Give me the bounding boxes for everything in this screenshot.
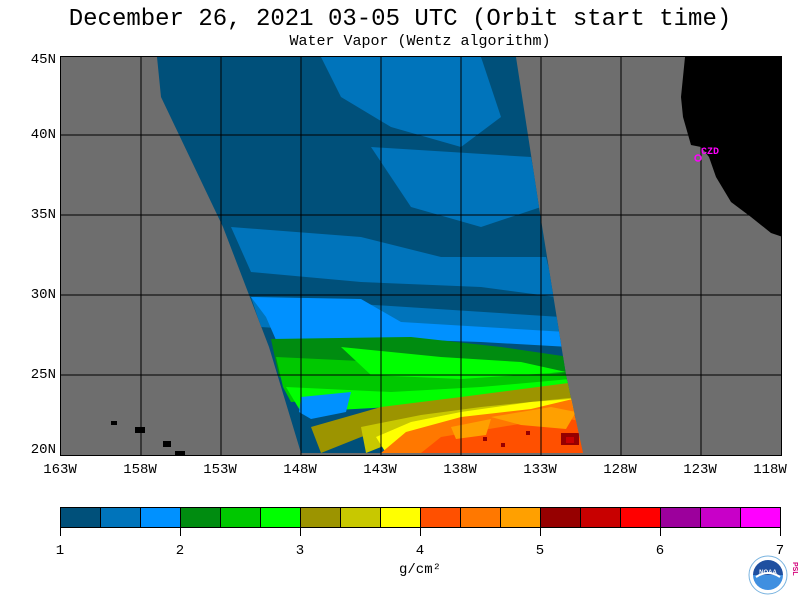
colorbar-tick: [420, 528, 421, 536]
lon-label-118w: 118W: [753, 462, 787, 478]
colorbar-label-3: 3: [295, 543, 305, 559]
lat-label-30n: 30N: [30, 287, 56, 303]
lat-label-25n: 25N: [30, 367, 56, 383]
colorbar-label-7: 7: [775, 543, 785, 559]
lon-label-158w: 158W: [123, 462, 157, 478]
chart-title: December 26, 2021 03-05 UTC (Orbit start…: [68, 6, 732, 33]
lat-label-20n: 20N: [30, 442, 56, 458]
colorbar-segment: [701, 508, 741, 527]
colorbar-tick: [60, 528, 61, 536]
colorbar-segment: [461, 508, 501, 527]
noaa-logo[interactable]: NOAA: [748, 555, 788, 595]
colorbar-segment: [141, 508, 181, 527]
station-label: CZD: [701, 147, 720, 158]
lat-label-35n: 35N: [30, 207, 56, 223]
colorbar-tick: [180, 528, 181, 536]
colorbar: [60, 507, 781, 528]
lat-label-40n: 40N: [30, 127, 56, 143]
colorbar-segment: [741, 508, 780, 527]
colorbar-label-4: 4: [415, 543, 425, 559]
colorbar-segment: [301, 508, 341, 527]
colorbar-tick: [300, 528, 301, 536]
colorbar-segment: [341, 508, 381, 527]
chart-subtitle: Water Vapor (Wentz algorithm): [289, 33, 551, 50]
map-grid: [61, 57, 781, 455]
colorbar-segment: [381, 508, 421, 527]
lon-label-163w: 163W: [43, 462, 77, 478]
colorbar-tick: [660, 528, 661, 536]
station-marker: [694, 154, 702, 162]
colorbar-segment: [501, 508, 541, 527]
colorbar-label-2: 2: [175, 543, 185, 559]
colorbar-tick: [780, 528, 781, 536]
lon-label-138w: 138W: [443, 462, 477, 478]
hawaii-islands: [111, 421, 185, 455]
colorbar-segment: [421, 508, 461, 527]
water-vapor-map: [60, 56, 782, 456]
lon-label-153w: 153W: [203, 462, 237, 478]
lat-label-45n: 45N: [30, 52, 56, 68]
colorbar-segment: [101, 508, 141, 527]
colorbar-tick: [540, 528, 541, 536]
logo-side-text: PSL: [790, 562, 800, 592]
colorbar-segment: [661, 508, 701, 527]
lon-label-143w: 143W: [363, 462, 397, 478]
lon-label-133w: 133W: [523, 462, 557, 478]
logo-text: NOAA: [759, 570, 777, 576]
colorbar-label-6: 6: [655, 543, 665, 559]
colorbar-segment: [261, 508, 301, 527]
lon-label-128w: 128W: [603, 462, 637, 478]
colorbar-segment: [581, 508, 621, 527]
colorbar-segment: [621, 508, 661, 527]
coastline-land: [681, 57, 781, 237]
colorbar-segment: [181, 508, 221, 527]
colorbar-label-5: 5: [535, 543, 545, 559]
colorbar-label-1: 1: [55, 543, 65, 559]
colorbar-units: g/cm²: [398, 562, 441, 578]
lon-label-148w: 148W: [283, 462, 317, 478]
colorbar-segment: [61, 508, 101, 527]
swath-data: [157, 57, 583, 453]
logo-side-label: PSL: [791, 562, 798, 576]
colorbar-segment: [221, 508, 261, 527]
colorbar-segment: [541, 508, 581, 527]
map-svg: [61, 57, 781, 455]
lon-label-123w: 123W: [683, 462, 717, 478]
